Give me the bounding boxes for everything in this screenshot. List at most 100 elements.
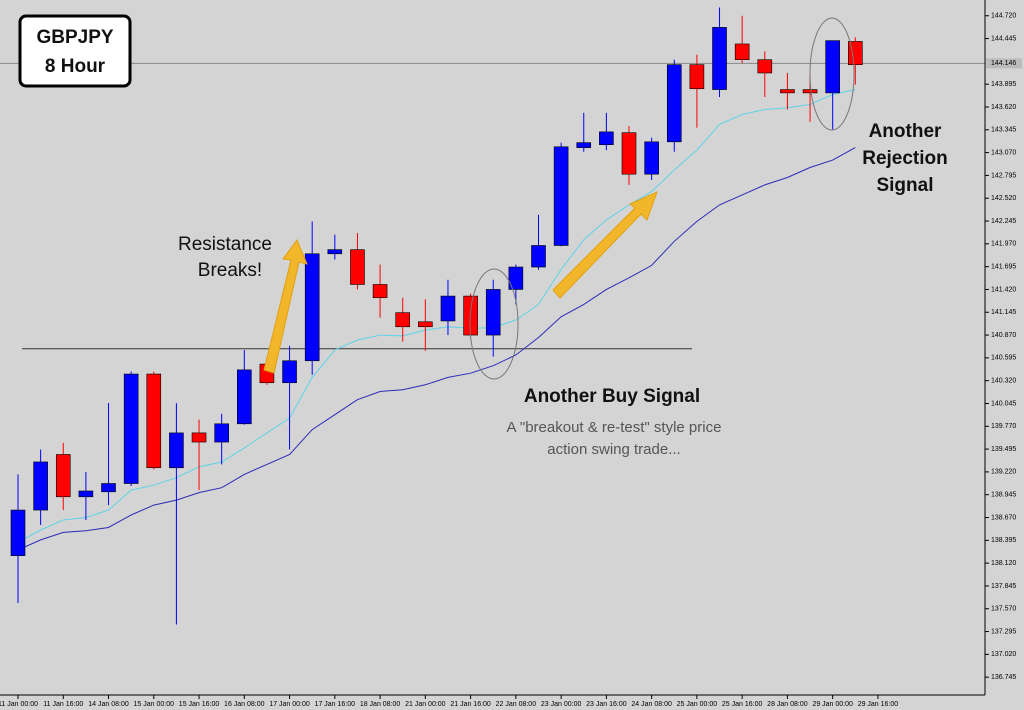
x-tick-label: 21 Jan 00:00 (405, 701, 446, 708)
annotation: Another Buy Signal (524, 386, 700, 407)
annotation-note: A "breakout & re-test" style price (507, 419, 722, 436)
y-tick-label: 142.245 (991, 218, 1016, 225)
y-tick-label: 143.895 (991, 81, 1016, 88)
x-tick-label: 11 Jan 16:00 (43, 701, 83, 708)
candle-body (757, 59, 773, 74)
candle-body (350, 249, 365, 285)
y-tick-label: 138.670 (991, 514, 1016, 521)
x-tick-label: 23 Jan 16:00 (586, 701, 627, 708)
y-tick-label: 140.595 (991, 355, 1016, 362)
y-tick-label: 144.720 (991, 13, 1016, 20)
y-tick-label: 136.745 (991, 674, 1016, 681)
annotation: Breaks! (198, 260, 262, 281)
candle-body (123, 373, 139, 484)
chart-title: GBPJPY (36, 27, 113, 48)
candle-body (802, 89, 818, 94)
annotation: Signal (876, 175, 933, 196)
candle-body (191, 432, 207, 443)
candle-body (33, 461, 48, 511)
price-label: 144.146 (991, 60, 1016, 67)
y-tick-label: 138.945 (991, 492, 1016, 499)
candle-body (599, 131, 614, 146)
candle-body (55, 454, 71, 498)
candle-body (395, 312, 411, 328)
highlight-ellipse (809, 17, 855, 131)
y-tick-label: 140.870 (991, 332, 1016, 339)
y-tick-label: 143.620 (991, 104, 1016, 111)
moving-average-line (17, 147, 856, 551)
y-tick-label: 140.320 (991, 378, 1016, 385)
annotation: Resistance (178, 234, 272, 255)
candle-body (576, 142, 592, 148)
y-tick-label: 141.695 (991, 263, 1016, 270)
x-tick-label: 24 Jan 08:00 (631, 701, 672, 708)
x-tick-label: 25 Jan 16:00 (722, 701, 763, 708)
candle-body (214, 423, 229, 443)
x-tick-label: 23 Jan 00:00 (541, 701, 582, 708)
x-tick-label: 15 Jan 00:00 (134, 701, 175, 708)
x-tick-label: 16 Jan 08:00 (224, 701, 265, 708)
arrow (263, 238, 308, 374)
x-tick-label: 21 Jan 16:00 (450, 701, 491, 708)
x-tick-label: 17 Jan 16:00 (315, 701, 356, 708)
candle-body (508, 266, 524, 290)
candle-body (621, 132, 637, 175)
plot-area (0, 7, 985, 625)
candle-body (712, 27, 727, 90)
y-tick-label: 143.345 (991, 127, 1016, 134)
candle-body (440, 295, 456, 322)
highlight-ellipse (469, 268, 519, 380)
annotation: Another (869, 121, 942, 142)
x-tick-label: 15 Jan 16:00 (179, 701, 220, 708)
candle-body (282, 360, 297, 384)
y-tick-label: 138.120 (991, 560, 1016, 567)
annotation-note: action swing trade... (547, 441, 680, 458)
candle-body (734, 43, 750, 61)
y-tick-label: 144.445 (991, 35, 1016, 42)
chart-subtitle: 8 Hour (45, 56, 106, 77)
y-tick-label: 139.220 (991, 469, 1016, 476)
candle-body (146, 373, 162, 469)
moving-average-line (17, 89, 856, 543)
x-tick-label: 17 Jan 00:00 (269, 701, 310, 708)
candle-body (689, 64, 705, 90)
candle-body (553, 146, 569, 246)
candle-body (485, 289, 501, 336)
y-tick-label: 137.570 (991, 606, 1016, 613)
y-tick-label: 142.520 (991, 195, 1016, 202)
y-tick-label: 137.295 (991, 628, 1016, 635)
candle-body (644, 141, 659, 175)
x-tick-label: 14 Jan 08:00 (88, 701, 129, 708)
y-tick-label: 141.420 (991, 286, 1016, 293)
candle-body (78, 490, 94, 498)
x-tick-label: 25 Jan 00:00 (677, 701, 718, 708)
x-tick-label: 29 Jan 16:00 (858, 701, 899, 708)
candle-body (169, 432, 184, 469)
candle-body (780, 89, 795, 94)
y-tick-label: 139.770 (991, 423, 1016, 430)
x-tick-label: 29 Jan 00:00 (812, 701, 853, 708)
candle-body (418, 321, 433, 328)
annotation: Rejection (862, 148, 948, 169)
y-tick-label: 138.395 (991, 537, 1016, 544)
y-tick-label: 137.845 (991, 583, 1016, 590)
candle-body (531, 245, 546, 268)
y-tick-label: 140.045 (991, 400, 1016, 407)
arrow (552, 191, 658, 299)
x-tick-label: 11 Jan 00:00 (0, 701, 38, 708)
y-tick-label: 143.070 (991, 149, 1016, 156)
candle-body (237, 369, 252, 425)
y-tick-label: 141.145 (991, 309, 1016, 316)
x-tick-label: 18 Jan 08:00 (360, 701, 401, 708)
candle-body (327, 249, 343, 255)
y-tick-label: 137.020 (991, 651, 1016, 658)
candle-body (10, 509, 26, 556)
candle-body (825, 40, 840, 94)
candle-body (666, 64, 682, 143)
x-tick-label: 22 Jan 08:00 (496, 701, 537, 708)
candle-body (101, 483, 116, 493)
candle-body (304, 253, 320, 362)
price-label-box (986, 58, 1022, 69)
